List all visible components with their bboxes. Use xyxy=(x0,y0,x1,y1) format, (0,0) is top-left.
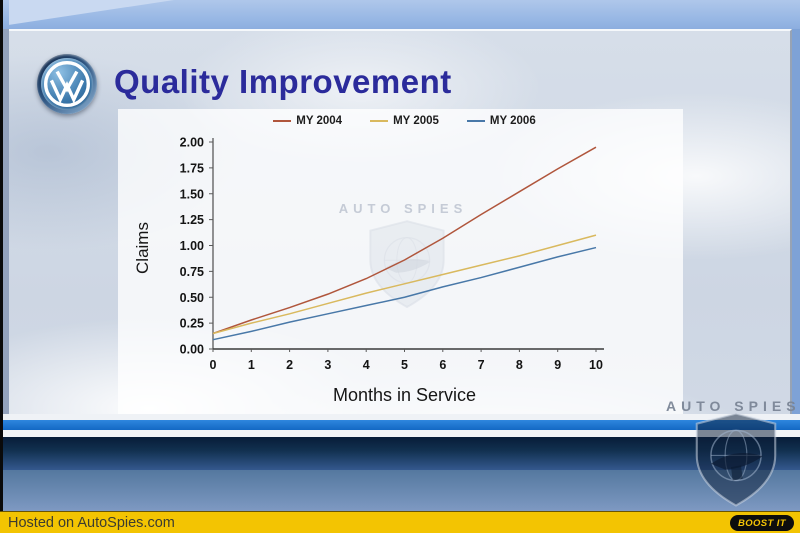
left-border xyxy=(0,0,3,512)
x-tick-label: 0 xyxy=(210,358,217,372)
y-tick-label: 1.25 xyxy=(180,213,204,227)
band-white-top xyxy=(3,414,800,420)
y-tick-label: 0.25 xyxy=(180,317,204,331)
band-white-bottom xyxy=(3,430,800,437)
x-tick-label: 7 xyxy=(478,358,485,372)
x-tick-label: 10 xyxy=(589,358,603,372)
claims-axis-label: Claims xyxy=(133,222,152,274)
legend-item: MY 2004 xyxy=(273,115,342,127)
y-tick-label: 1.50 xyxy=(180,187,204,201)
top-band xyxy=(3,0,800,29)
autospies-shield-watermark xyxy=(695,412,777,507)
line-chart: 0.00 0.25 0.50 0.75 1.00 1.25 1.50 1.75 2.00 0 1 2 3… xyxy=(180,136,604,372)
band-bright-blue xyxy=(3,420,800,430)
x-tick-label: 5 xyxy=(401,358,408,372)
legend-item: MY 2006 xyxy=(466,115,536,127)
band-navy-gradient xyxy=(3,437,800,470)
y-tick-label: 0.00 xyxy=(180,343,204,357)
legend-swatch xyxy=(466,120,485,122)
vw-emblem-icon xyxy=(43,60,91,108)
x-tick-label: 3 xyxy=(324,358,331,372)
legend-label: MY 2005 xyxy=(393,115,439,127)
legend-swatch xyxy=(273,120,292,122)
x-tick-label: 4 xyxy=(363,358,370,372)
y-tick-label: 0.75 xyxy=(180,265,204,279)
boost-it-button[interactable]: BOOST IT xyxy=(729,515,794,531)
series-line-my-2006 xyxy=(212,246,597,341)
watermark-shield-center xyxy=(369,220,445,309)
top-band-highlight xyxy=(9,0,174,25)
hosted-text: Hosted on AutoSpies.com xyxy=(8,515,175,531)
y-tick-label: 1.75 xyxy=(180,161,204,175)
footer-bar: Hosted on AutoSpies.com BOOST IT xyxy=(0,511,800,533)
legend-item: MY 2005 xyxy=(370,115,439,127)
legend-swatch xyxy=(370,120,389,122)
series-line-my-2004 xyxy=(212,146,597,335)
vw-logo xyxy=(37,54,97,114)
right-margin-strip xyxy=(792,29,800,420)
y-tick-label: 1.00 xyxy=(180,239,204,253)
x-tick-label: 2 xyxy=(286,358,293,372)
months-axis-label: Months in Service xyxy=(332,385,477,405)
y-tick-label: 2.00 xyxy=(180,136,204,150)
x-tick-label: 9 xyxy=(554,358,561,372)
chart-legend: MY 2004 MY 2005 MY 2006 xyxy=(213,115,596,127)
legend-label: MY 2004 xyxy=(296,115,343,127)
x-tick-label: 8 xyxy=(516,358,523,372)
watermark-text-bottom: AUTO SPIES xyxy=(666,398,800,414)
left-margin-strip xyxy=(3,29,9,512)
chart-panel: AUTO SPIES MY 2004 MY 2005 MY 2006 0.00 0.2… xyxy=(118,109,683,417)
legend-label: MY 2006 xyxy=(489,115,536,127)
x-tick-label: 1 xyxy=(248,358,255,372)
x-tick-label: 6 xyxy=(439,358,446,372)
slide-title: Quality Improvement xyxy=(114,63,452,100)
watermark-text-center: AUTO SPIES xyxy=(338,201,468,216)
series-line-my-2005 xyxy=(212,234,597,335)
y-tick-label: 0.50 xyxy=(180,291,204,305)
band-slate-blue xyxy=(3,470,800,511)
